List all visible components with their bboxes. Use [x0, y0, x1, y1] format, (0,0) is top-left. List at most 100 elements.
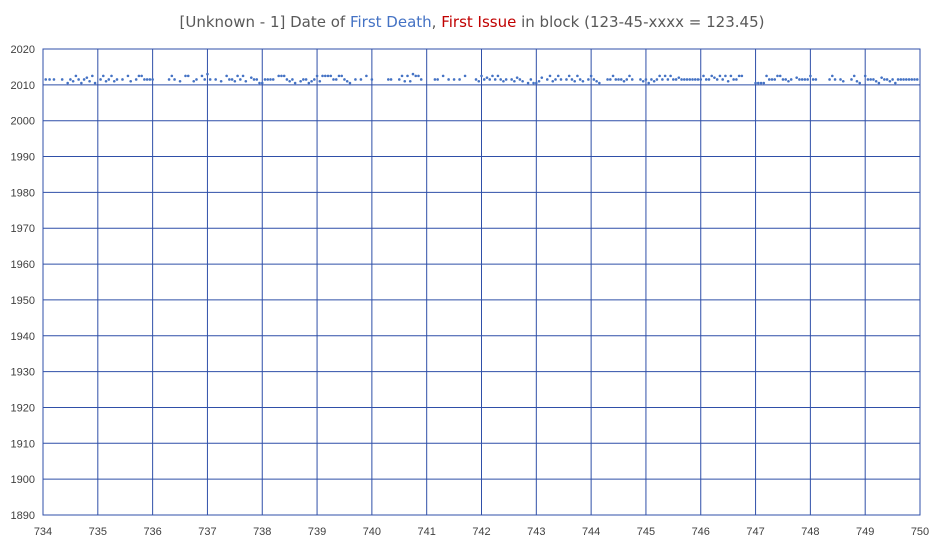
x-tick-label: 742	[472, 526, 490, 538]
data-point	[888, 79, 892, 83]
data-point	[839, 78, 842, 81]
data-point	[833, 78, 837, 81]
data-point	[573, 79, 576, 83]
data-point	[617, 78, 620, 81]
data-point	[787, 79, 790, 83]
data-point	[307, 81, 311, 85]
data-point	[510, 78, 513, 81]
data-point	[491, 74, 494, 78]
data-point	[203, 78, 206, 81]
data-point	[173, 78, 176, 81]
data-point	[513, 79, 516, 83]
data-point	[230, 78, 234, 81]
data-point	[551, 79, 555, 83]
data-point	[540, 76, 544, 79]
data-point	[44, 78, 48, 81]
data-point	[195, 78, 198, 81]
data-point	[869, 78, 872, 81]
chart-title-part-5: in block (123-45-xxxx = 123.45)	[516, 13, 764, 31]
data-point	[321, 74, 324, 78]
data-point	[655, 78, 659, 81]
data-point	[249, 76, 253, 79]
y-tick-label: 1890	[11, 510, 35, 522]
data-point	[729, 74, 733, 78]
data-point	[255, 78, 259, 81]
data-point	[683, 78, 686, 81]
data-point	[559, 78, 563, 81]
data-point	[178, 79, 182, 83]
data-point	[677, 76, 681, 79]
data-point	[718, 74, 722, 78]
data-point	[408, 79, 412, 83]
data-point	[740, 74, 744, 78]
data-point	[110, 74, 113, 78]
data-point	[91, 74, 94, 78]
chart-title-first-issue: First Issue	[441, 13, 516, 31]
data-point	[219, 79, 223, 83]
data-point	[587, 78, 590, 81]
data-point	[77, 78, 80, 81]
data-point	[713, 76, 716, 79]
data-point	[134, 78, 138, 81]
data-point	[798, 78, 801, 81]
data-point	[140, 74, 143, 78]
y-tick-label: 1920	[11, 402, 35, 414]
data-point	[515, 76, 519, 79]
data-point	[630, 78, 634, 81]
data-point	[883, 78, 886, 81]
data-point	[263, 78, 267, 81]
data-point	[436, 78, 439, 81]
data-point	[488, 78, 492, 81]
x-tick-label: 749	[856, 526, 874, 538]
data-point	[60, 78, 64, 81]
y-tick-label: 1910	[11, 438, 35, 450]
data-points	[44, 72, 919, 85]
data-point	[233, 79, 237, 83]
x-tick-label: 747	[746, 526, 764, 538]
data-point	[661, 78, 664, 81]
data-point	[441, 74, 445, 78]
data-point	[458, 78, 461, 81]
data-point	[773, 78, 777, 81]
y-tick-label: 1990	[11, 152, 35, 164]
data-point	[891, 78, 894, 81]
x-tick-label: 739	[308, 526, 326, 538]
data-point	[915, 78, 919, 81]
y-tick-label: 1940	[11, 331, 35, 343]
data-point	[480, 74, 483, 78]
data-point	[332, 78, 335, 81]
data-point	[641, 79, 645, 83]
data-point	[288, 79, 291, 83]
data-point	[170, 74, 174, 78]
data-point	[611, 74, 615, 78]
data-point	[151, 78, 154, 81]
data-point	[781, 78, 785, 81]
data-point	[814, 78, 818, 81]
chart-title: [Unknown - 1] Date of First Death, First…	[180, 13, 765, 31]
data-point	[762, 81, 766, 85]
data-point	[406, 74, 409, 78]
data-point	[904, 78, 908, 81]
data-point	[778, 74, 782, 78]
data-point	[872, 78, 875, 81]
data-point	[521, 79, 524, 83]
data-point	[280, 74, 283, 78]
data-point	[359, 78, 363, 81]
data-point	[334, 78, 338, 81]
x-tick-label: 735	[89, 526, 107, 538]
data-point	[680, 78, 683, 81]
data-point	[609, 78, 612, 81]
data-point	[323, 74, 327, 78]
data-point	[757, 81, 760, 85]
data-point	[82, 78, 86, 81]
data-point	[104, 79, 108, 83]
x-tick-label: 744	[582, 526, 600, 538]
data-point	[71, 79, 75, 83]
data-point	[411, 72, 415, 76]
data-point	[167, 78, 171, 81]
data-point	[474, 78, 478, 81]
data-point	[724, 74, 727, 78]
data-point	[403, 79, 407, 83]
data-point	[658, 74, 661, 78]
data-point	[691, 78, 694, 81]
